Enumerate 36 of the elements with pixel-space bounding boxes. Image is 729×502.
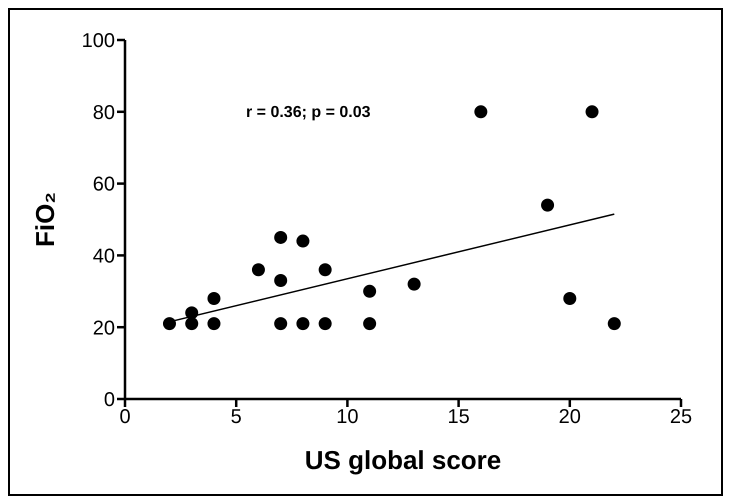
- point: [363, 284, 376, 298]
- point: [162, 317, 176, 330]
- point: [363, 317, 376, 330]
- point: [318, 317, 332, 330]
- y-tick-label: 0: [104, 389, 115, 412]
- point: [274, 317, 288, 330]
- y-axis-title: FiO₂: [30, 192, 60, 247]
- point: [207, 292, 220, 305]
- annotation: r = 0.36; p = 0.03: [246, 104, 371, 122]
- point: [252, 263, 265, 276]
- x-axis-title: US global score: [304, 445, 502, 475]
- point: [185, 317, 198, 330]
- x-tick-label: 25: [670, 406, 692, 428]
- x-tick-label: 20: [558, 406, 581, 428]
- point: [296, 234, 310, 248]
- x-tick-label: 0: [119, 406, 131, 428]
- point: [296, 317, 310, 330]
- y-tick-label: 80: [92, 102, 115, 124]
- y-tick-label: 20: [92, 317, 115, 340]
- x-tick-label: 5: [230, 406, 242, 428]
- point: [274, 230, 288, 244]
- point: [185, 306, 198, 320]
- point: [474, 105, 488, 118]
- point: [318, 263, 332, 276]
- y-tick-label: 40: [92, 246, 115, 268]
- x-tick-label: 15: [447, 406, 470, 428]
- point: [408, 278, 421, 291]
- point: [586, 105, 599, 118]
- point: [274, 274, 288, 288]
- y-tick-label: 60: [92, 174, 115, 196]
- y-tick-label: 100: [82, 30, 115, 52]
- point: [541, 198, 554, 212]
- point: [608, 317, 621, 330]
- point: [563, 292, 576, 305]
- x-tick-label: 10: [336, 406, 359, 428]
- point: [207, 317, 220, 330]
